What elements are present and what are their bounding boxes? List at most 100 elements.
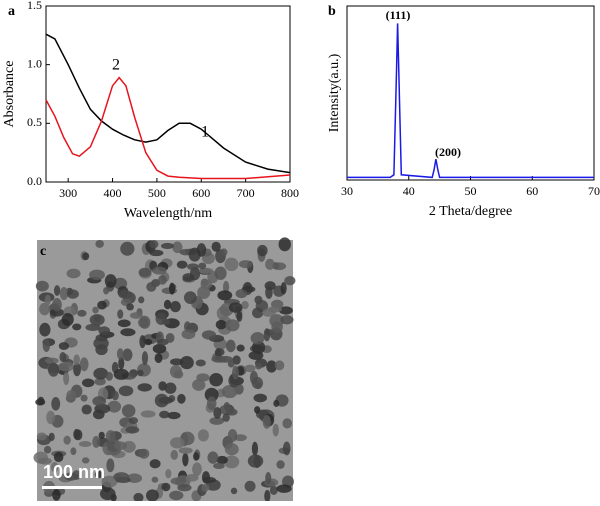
- particle: [176, 260, 188, 269]
- particle: [78, 440, 92, 447]
- panel-label: a: [8, 4, 15, 19]
- particle: [66, 268, 81, 279]
- particle: [182, 273, 195, 282]
- particle: [140, 410, 156, 418]
- plot-frame: [346, 5, 595, 181]
- particle: [95, 239, 104, 248]
- particle: [139, 335, 146, 349]
- particle: [227, 360, 235, 368]
- particle: [170, 449, 179, 460]
- particle: [152, 266, 167, 275]
- particle: [144, 338, 153, 346]
- particle: [59, 352, 67, 363]
- tem-image: [33, 237, 296, 503]
- particle: [224, 257, 239, 272]
- particle: [276, 484, 292, 493]
- particle: [149, 249, 164, 257]
- particle: [63, 371, 70, 386]
- particle: [117, 309, 124, 319]
- particle: [38, 457, 52, 465]
- particle: [252, 307, 264, 319]
- x-tick-label: 800: [281, 186, 299, 200]
- particle: [163, 299, 172, 310]
- particle: [207, 451, 219, 464]
- particle: [35, 280, 49, 292]
- particle: [224, 443, 239, 456]
- particle: [251, 335, 259, 344]
- particle: [170, 358, 184, 366]
- particle: [126, 473, 143, 484]
- particle: [168, 282, 176, 295]
- particle: [138, 296, 145, 304]
- particle: [217, 290, 233, 301]
- particle: [64, 472, 79, 481]
- peak-label: (200): [435, 145, 461, 159]
- particle: [280, 315, 294, 325]
- particle: [265, 285, 273, 299]
- particle: [235, 289, 248, 299]
- particle: [195, 359, 206, 367]
- particle: [198, 262, 207, 270]
- particle: [236, 344, 245, 352]
- x-axis-label: 2 Theta/degree: [429, 204, 512, 219]
- particle: [232, 365, 240, 380]
- particle: [158, 275, 167, 285]
- particle: [98, 326, 110, 335]
- particle: [156, 338, 169, 346]
- particle: [251, 340, 266, 355]
- particle: [227, 428, 238, 442]
- particle: [149, 240, 159, 249]
- particle: [244, 364, 256, 373]
- particle: [200, 279, 213, 290]
- particle: [73, 362, 81, 377]
- particle: [59, 286, 69, 301]
- particle: [52, 489, 61, 501]
- particle: [266, 360, 277, 373]
- particle: [172, 241, 183, 254]
- series-line: [347, 23, 594, 179]
- x-tick-label: 50: [465, 184, 477, 198]
- particle: [141, 351, 149, 366]
- scale-bar: [42, 486, 102, 489]
- particle: [125, 426, 140, 434]
- particle: [98, 431, 105, 440]
- particle: [138, 267, 151, 278]
- particle: [161, 482, 171, 492]
- particle: [81, 378, 95, 388]
- particle: [187, 263, 199, 271]
- particle: [137, 369, 144, 377]
- particle: [58, 342, 70, 350]
- particle: [89, 269, 105, 280]
- panel-label: c: [40, 244, 46, 259]
- particle: [169, 364, 183, 379]
- particle: [213, 407, 222, 419]
- particle: [206, 396, 217, 411]
- particle: [70, 447, 77, 456]
- particle: [236, 311, 243, 322]
- particle: [79, 357, 89, 372]
- particle: [105, 371, 113, 381]
- panel-label: b: [328, 4, 336, 19]
- particle: [244, 480, 256, 492]
- x-tick-label: 400: [104, 186, 122, 200]
- particle: [265, 258, 275, 270]
- particle: [165, 469, 172, 479]
- particle: [170, 301, 181, 313]
- particle: [118, 357, 125, 370]
- particle: [117, 319, 131, 328]
- particle: [118, 290, 133, 299]
- particle: [262, 308, 276, 317]
- x-tick-label: 600: [192, 186, 210, 200]
- particle: [53, 451, 64, 463]
- particle: [47, 362, 60, 377]
- particle: [85, 323, 101, 331]
- x-tick-label: 700: [237, 186, 255, 200]
- particle: [104, 274, 117, 288]
- particle: [169, 437, 185, 449]
- y-tick-label: 1.0: [27, 56, 42, 70]
- particle: [53, 285, 61, 296]
- particle: [118, 385, 134, 397]
- particle: [63, 435, 71, 445]
- particle: [273, 399, 280, 407]
